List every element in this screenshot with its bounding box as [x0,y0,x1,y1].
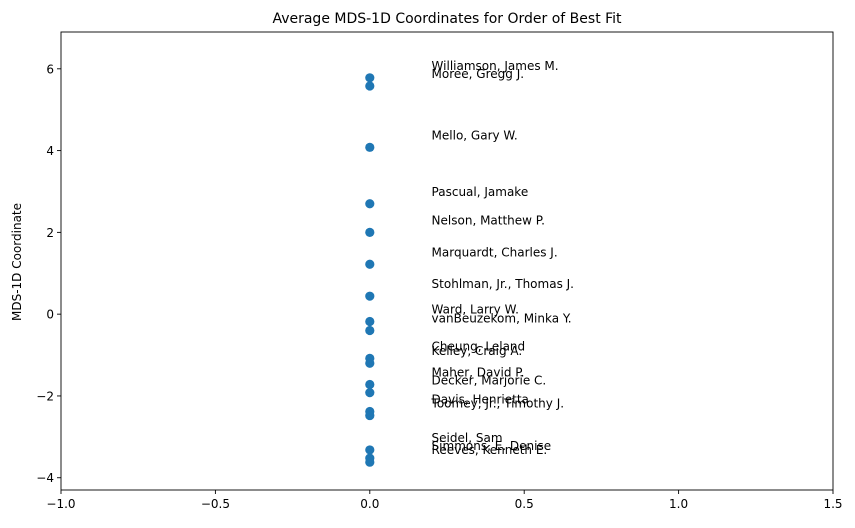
x-tick-label: 1.5 [823,497,842,511]
point-label: Cheung, Leland [432,339,526,353]
data-point [365,445,375,455]
data-point [365,142,375,152]
point-label: Moree, Gregg J. [432,67,525,81]
point-label: Toomey, Jr., Timothy J. [431,397,565,411]
data-point [365,379,375,390]
plot-frame [60,31,834,491]
point-label: Stohlman, Jr., Thomas J. [432,277,574,291]
x-tick-label: −1.0 [46,497,75,511]
y-tick-label: −2 [36,389,54,403]
point-label: Decker, Marjorie C. [432,374,547,388]
data-point [365,358,375,368]
data-point [365,199,375,209]
y-tick-label: 0 [46,308,54,322]
point-label: Ward, Larry W. [432,303,519,317]
x-tick-label: 0.0 [360,497,379,511]
data-point [365,291,375,301]
x-tick-label: 1.0 [669,497,688,511]
y-axis-label: MDS-1D Coordinate [10,203,24,321]
y-tick-label: 6 [46,62,54,76]
axes: −1.0 −0.5 0.0 0.5 1.0 1.5 −4 −2 0 2 4 6 [36,31,843,511]
data-point [365,457,375,467]
data-point [365,73,375,83]
point-label: Reeves, Kenneth E. [432,443,548,457]
point-annotations: Williamson, James M.Moree, Gregg J. Mello… [431,59,574,457]
point-label: Davis, Henrietta [432,392,529,406]
x-tick-label: 0.5 [515,497,534,511]
point-label: Nelson, Matthew P. [432,213,545,227]
point-label: Maher, David P. [432,365,525,379]
data-point [365,259,375,269]
plot-marks [365,73,375,467]
data-point [365,316,375,327]
data-point [365,227,375,237]
y-tick-label: 2 [46,226,54,240]
y-tick-label: −4 [36,471,54,485]
data-point [365,388,375,398]
point-label: Mello, Gary W. [432,128,518,142]
data-point [365,81,375,91]
point-label: Seidel, Sam [432,431,503,445]
point-label: Simmons, E. Denise [432,439,552,453]
data-point [365,410,375,421]
point-label: Pascual, Jamake [432,185,529,199]
point-label: vanBeuzekom, Minka Y. [432,312,572,326]
x-tick-label: −0.5 [201,497,230,511]
y-tick-label: 4 [46,144,54,158]
chart-title: Average MDS-1D Coordinates for Order of … [272,11,622,27]
point-label: Kelley, Craig A. [432,344,523,358]
data-point [365,325,375,336]
point-label: Williamson, James M. [432,59,559,73]
point-label: Marquardt, Charles J. [432,245,558,259]
